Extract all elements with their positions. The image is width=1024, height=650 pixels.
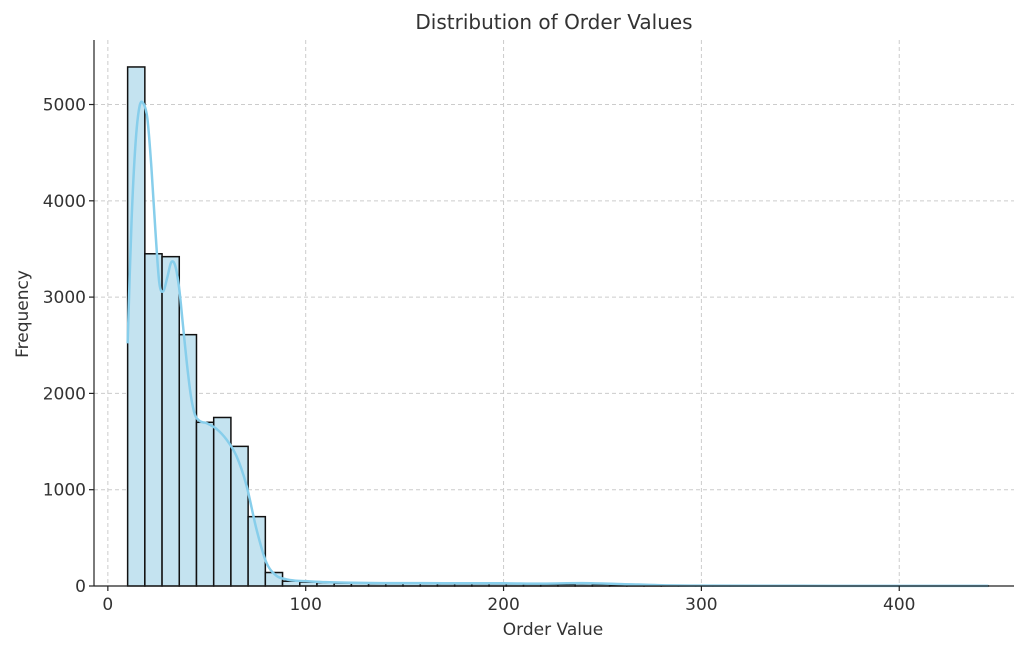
- y-tick-label: 2000: [43, 384, 86, 404]
- x-tick-label: 400: [883, 595, 915, 615]
- axes-layer: [93, 40, 1014, 587]
- kde-layer: [126, 100, 989, 588]
- chart-title: Distribution of Order Values: [415, 10, 692, 34]
- kde-line: [126, 100, 989, 588]
- y-tick-label: 5000: [43, 96, 86, 116]
- bars-layer: [126, 66, 990, 587]
- x-tick-label: 300: [685, 595, 717, 615]
- x-axis-label: Order Value: [503, 620, 603, 640]
- y-tick-label: 0: [75, 577, 86, 597]
- y-axis-label: Frequency: [13, 270, 33, 358]
- histogram-bar: [230, 445, 249, 587]
- histogram-bar: [195, 421, 215, 587]
- y-tick-label: 4000: [43, 192, 86, 212]
- histogram-bar: [161, 255, 181, 587]
- histogram-bar: [144, 253, 163, 587]
- y-tick-label: 3000: [43, 288, 86, 308]
- x-tick-label: 100: [289, 595, 321, 615]
- x-tick-label: 200: [487, 595, 519, 615]
- y-tick-label: 1000: [43, 481, 86, 501]
- x-tick-label: 0: [102, 595, 113, 615]
